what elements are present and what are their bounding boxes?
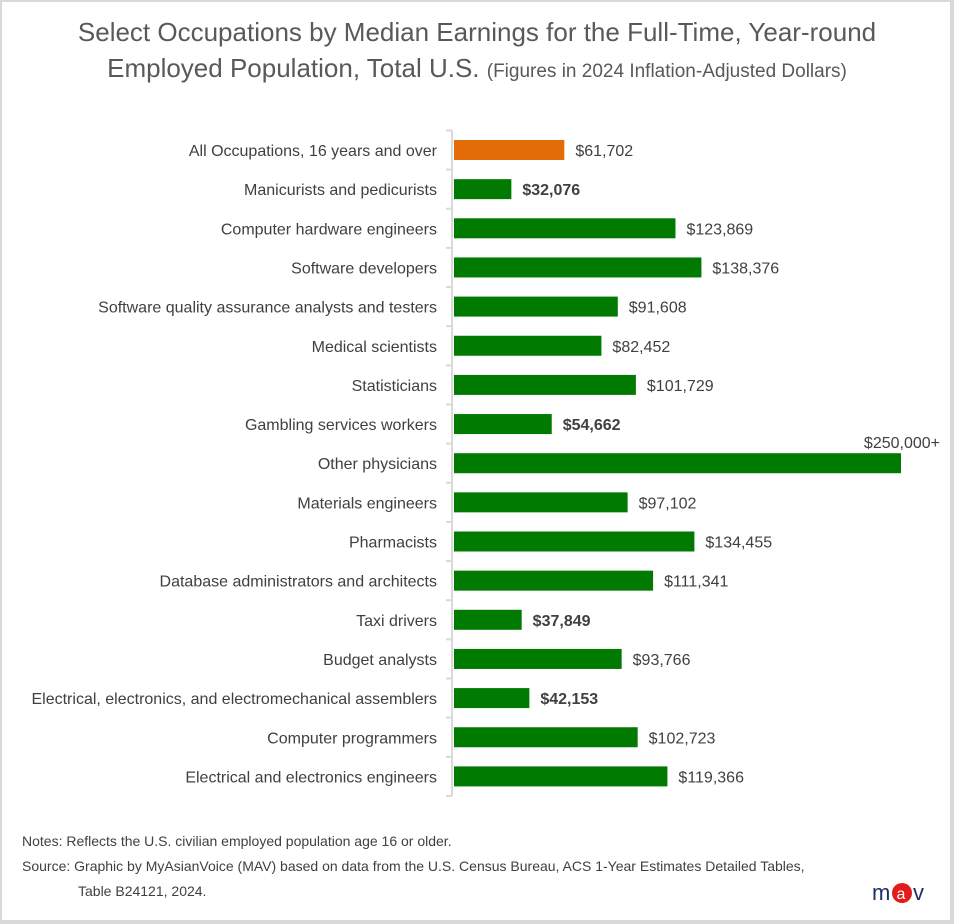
bar (454, 296, 618, 317)
bar (454, 688, 530, 709)
category-label: Software quality assurance analysts and … (98, 300, 437, 317)
value-label: $37,849 (533, 613, 591, 630)
category-label: Other physicians (318, 456, 437, 473)
value-label: $250,000+ (864, 435, 940, 452)
bar (454, 453, 901, 474)
chart-title: Select Occupations by Median Earnings fo… (0, 14, 954, 90)
chart-subtitle: (Figures in 2024 Inflation-Adjusted Doll… (486, 61, 847, 82)
category-label: Materials engineers (297, 495, 437, 512)
bar (454, 257, 702, 278)
value-label: $101,729 (647, 378, 714, 395)
bar (454, 218, 676, 239)
bar (454, 179, 512, 200)
source-text: Source: Graphic by MyAsianVoice (MAV) ba… (22, 858, 805, 874)
bar (454, 648, 622, 669)
value-label: $32,076 (522, 182, 580, 199)
value-label: $91,608 (629, 300, 687, 317)
category-label: All Occupations, 16 years and over (189, 143, 438, 160)
notes-block: Notes: Reflects the U.S. civilian employ… (22, 829, 805, 904)
value-labels: $61,702 $32,076 $123,869 $138,376 $91,608 $82… (522, 143, 940, 786)
logo-circle (892, 883, 912, 903)
value-label: $138,376 (712, 260, 779, 277)
notes-text: Notes: Reflects the U.S. civilian employ… (22, 833, 452, 849)
value-label: $134,455 (705, 535, 772, 552)
category-label: Taxi drivers (356, 613, 437, 630)
value-label: $97,102 (639, 495, 697, 512)
category-label: Database administrators and architects (160, 574, 437, 591)
category-label: Manicurists and pedicurists (244, 182, 437, 199)
bar (454, 492, 628, 513)
value-label: $123,869 (686, 221, 753, 238)
title-line-1: Select Occupations by Median Earnings fo… (77, 17, 877, 47)
value-label: $61,702 (575, 143, 633, 160)
value-label: $111,341 (664, 574, 728, 591)
category-label: Gambling services workers (245, 417, 437, 434)
value-label: $102,723 (649, 730, 716, 747)
bar (454, 414, 552, 435)
category-label: Electrical and electronics engineers (185, 769, 437, 786)
source-text-continued: Table B24121, 2024. (78, 883, 207, 899)
logo-v: v (913, 880, 924, 905)
bar (454, 570, 654, 591)
title-line-2-main: Employed Population, Total U.S. (107, 53, 480, 83)
bar (454, 766, 668, 787)
category-label: Budget analysts (323, 652, 437, 669)
value-label: $119,366 (678, 769, 744, 786)
value-label: $93,766 (633, 652, 691, 669)
value-label: $42,153 (540, 691, 598, 708)
category-label: Computer programmers (267, 730, 437, 747)
logo-m: m (872, 880, 890, 905)
bar (454, 140, 565, 160)
category-label: Computer hardware engineers (221, 221, 437, 238)
mav-logo: m a v (872, 880, 924, 905)
bar (454, 374, 636, 395)
category-label: Pharmacists (349, 535, 437, 552)
logo-a: a (897, 886, 906, 903)
category-labels: All Occupations, 16 years and over Manicu… (31, 143, 437, 786)
bars (454, 140, 901, 787)
category-label: Electrical, electronics, and electromech… (31, 691, 437, 708)
value-label: $82,452 (612, 339, 670, 356)
bar (454, 335, 602, 356)
bar (454, 609, 522, 630)
category-label: Medical scientists (312, 339, 437, 356)
category-axis (446, 129, 453, 797)
bar (454, 531, 695, 552)
bar (454, 727, 638, 748)
title-line-2: Employed Population, Total U.S. (Figures… (0, 50, 954, 90)
category-label: Software developers (291, 260, 437, 277)
value-label: $54,662 (563, 417, 621, 434)
category-label: Statisticians (352, 378, 437, 395)
